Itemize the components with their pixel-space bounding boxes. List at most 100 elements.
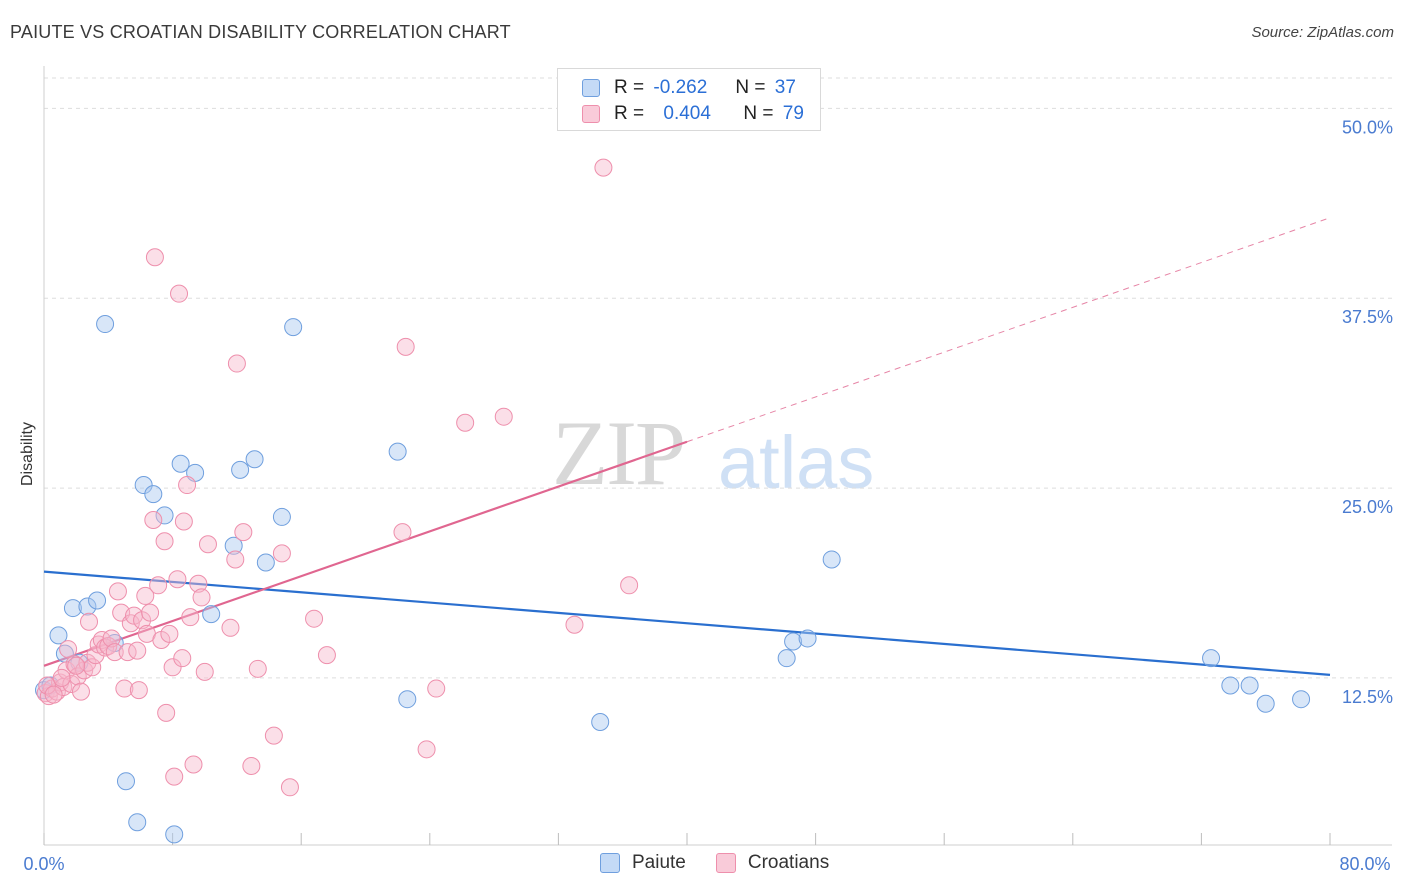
paiute-point bbox=[78, 597, 97, 616]
y-tick-label: 12.5% bbox=[1342, 687, 1393, 707]
croatians-point bbox=[157, 703, 176, 722]
tick-labels: 12.5% 25.0% 37.5% 50.0% 0.0% 80.0% bbox=[23, 117, 1393, 874]
croatians-point bbox=[393, 523, 412, 542]
croatians-point bbox=[145, 248, 164, 267]
croatians-point bbox=[178, 476, 197, 495]
paiute-point bbox=[1221, 676, 1240, 695]
paiute-point bbox=[88, 591, 107, 610]
croatians-r-label: R = bbox=[614, 103, 645, 124]
paiute-point bbox=[398, 690, 417, 709]
croatians-point bbox=[168, 570, 187, 589]
croatians-point bbox=[272, 544, 291, 563]
paiute-point bbox=[777, 649, 796, 668]
croatians-point bbox=[417, 740, 436, 759]
paiute-point bbox=[96, 315, 115, 334]
legend: R = -0.262 N = 37 R = 0.404 N = 79 bbox=[557, 68, 821, 131]
paiute-point bbox=[798, 629, 817, 648]
croatians-point bbox=[115, 679, 134, 698]
bottom-legend-paiute: Paiute bbox=[600, 852, 686, 874]
croatians-point bbox=[184, 755, 203, 774]
croatians-point bbox=[280, 778, 299, 797]
croatians-point bbox=[456, 413, 475, 432]
croatians-point bbox=[198, 535, 217, 554]
y-tick-label: 25.0% bbox=[1342, 497, 1393, 517]
croatians-r-value: 0.404 bbox=[663, 103, 711, 124]
trend-lines bbox=[43, 217, 1331, 676]
croatians-trend-line-extension bbox=[686, 217, 1331, 443]
paiute-point bbox=[63, 599, 82, 618]
croatians-point bbox=[108, 582, 127, 601]
croatians-point bbox=[264, 726, 283, 745]
paiute-point bbox=[171, 454, 190, 473]
legend-row-croatians: R = 0.404 N = 79 bbox=[582, 102, 804, 126]
paiute-point bbox=[388, 442, 407, 461]
paiute-swatch-bottom bbox=[600, 853, 620, 873]
croatians-point bbox=[155, 532, 174, 551]
croatians-point bbox=[67, 656, 86, 675]
croatians-point bbox=[227, 354, 246, 373]
croatians-point bbox=[181, 608, 200, 627]
paiute-point bbox=[1240, 676, 1259, 695]
croatians-point bbox=[242, 757, 261, 776]
x-tick-label-min: 0.0% bbox=[23, 854, 64, 874]
paiute-swatch bbox=[582, 79, 600, 97]
paiute-point bbox=[128, 813, 147, 832]
croatians-point bbox=[144, 510, 163, 529]
croatians-point bbox=[129, 681, 148, 700]
croatians-swatch-bottom bbox=[715, 853, 736, 873]
paiute-r-value: -0.262 bbox=[653, 77, 708, 98]
croatians-point bbox=[62, 675, 81, 694]
croatians-point bbox=[86, 646, 105, 665]
axes bbox=[43, 66, 1392, 846]
croatians-swatch bbox=[582, 105, 600, 123]
paiute-point bbox=[822, 550, 841, 569]
croatians-point bbox=[226, 550, 245, 569]
croatians-point bbox=[59, 640, 78, 659]
paiute-n-label: N = bbox=[735, 77, 766, 98]
croatians-point bbox=[96, 638, 115, 657]
croatians-point bbox=[44, 685, 63, 704]
paiute-n-value: 37 bbox=[774, 77, 796, 98]
croatians-point bbox=[234, 523, 253, 542]
y-tick-label: 37.5% bbox=[1342, 307, 1393, 327]
bottom-legend: Paiute Croatians bbox=[600, 852, 859, 874]
paiute-point bbox=[134, 476, 153, 495]
legend-row-paiute: R = -0.262 N = 37 bbox=[582, 76, 796, 100]
chart-title: PAIUTE VS CROATIAN DISABILITY CORRELATIO… bbox=[10, 22, 511, 42]
y-tick-label: 50.0% bbox=[1342, 117, 1393, 137]
croatians-n-label: N = bbox=[743, 103, 774, 124]
croatians-point bbox=[128, 641, 147, 660]
croatians-trend-line bbox=[43, 440, 688, 667]
croatians-point bbox=[170, 284, 189, 303]
paiute-legend-label: Paiute bbox=[632, 852, 686, 873]
paiute-point bbox=[284, 318, 303, 337]
croatians-point bbox=[565, 615, 584, 634]
croatians-point bbox=[71, 682, 90, 701]
croatians-point bbox=[83, 658, 102, 677]
croatians-point bbox=[163, 658, 182, 677]
croatians-point bbox=[192, 588, 211, 607]
paiute-point bbox=[202, 605, 221, 624]
croatians-point bbox=[141, 603, 160, 622]
source-label: Source: ZipAtlas.com bbox=[1251, 24, 1394, 41]
data-points bbox=[35, 158, 1311, 844]
paiute-point bbox=[116, 772, 135, 791]
paiute-point bbox=[155, 506, 174, 525]
croatians-point bbox=[189, 574, 208, 593]
croatians-point bbox=[221, 618, 240, 637]
croatians-point bbox=[195, 662, 214, 681]
paiute-point bbox=[256, 553, 275, 572]
croatians-point bbox=[396, 337, 415, 356]
croatians-point bbox=[160, 624, 179, 643]
croatians-point bbox=[620, 576, 639, 595]
x-tick-label-max: 80.0% bbox=[1339, 854, 1390, 874]
paiute-point bbox=[245, 450, 264, 469]
croatians-point bbox=[248, 659, 267, 678]
croatians-point bbox=[118, 643, 137, 662]
paiute-point bbox=[49, 626, 68, 645]
croatians-point bbox=[38, 676, 57, 695]
croatians-point bbox=[80, 612, 99, 631]
bottom-legend-croatians: Croatians bbox=[715, 852, 829, 874]
watermark-atlas: atlas bbox=[718, 421, 875, 504]
